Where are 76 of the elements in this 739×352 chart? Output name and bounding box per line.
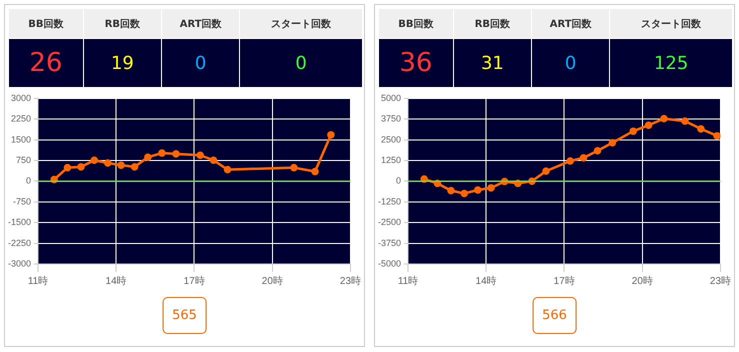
data-label: 36: [378, 38, 454, 88]
point: [580, 154, 588, 162]
text: 566: [532, 297, 577, 334]
y-tick-label: 0: [396, 176, 402, 186]
y-tick-label: 2500: [380, 134, 402, 144]
y-tick-label: 750: [16, 154, 32, 165]
point: [681, 117, 689, 125]
y-tick-label: 1250: [380, 154, 402, 165]
category-label: BB回数: [378, 8, 454, 38]
point: [474, 186, 482, 194]
category-label: RB回数: [453, 8, 532, 38]
point: [608, 139, 616, 147]
x-tick-label: 14時: [106, 274, 127, 287]
y-tick-label: -2500: [378, 217, 402, 228]
point: [487, 184, 495, 192]
y-tick-label: -1500: [8, 217, 32, 228]
x-tick-label: 14時: [476, 274, 497, 287]
x-tick-label: 11時: [398, 274, 418, 287]
data-label: 125: [610, 38, 732, 88]
x-tick-label: 23時: [340, 274, 361, 287]
x-tick-label: 17時: [554, 274, 575, 287]
category-label: ART回数: [162, 8, 240, 38]
point: [77, 163, 85, 171]
x-tick-label: 23時: [710, 274, 731, 287]
y-tick-label: 1500: [10, 134, 32, 144]
y-tick-label: -2250: [8, 238, 32, 248]
data-label: 31: [453, 38, 532, 88]
point: [311, 168, 319, 176]
point: [158, 149, 166, 157]
x-tick-label: 11時: [28, 274, 48, 287]
data-label: 0: [532, 38, 610, 88]
point: [447, 186, 455, 194]
y-tick-label: -3000: [8, 258, 32, 268]
point: [210, 156, 218, 164]
point: [130, 163, 138, 171]
point: [172, 150, 180, 158]
point: [566, 157, 574, 165]
y-tick-label: -3750: [378, 238, 402, 248]
point: [629, 127, 637, 135]
data-label: 26: [8, 38, 84, 88]
y-tick-label: 2250: [10, 114, 32, 124]
data-label: 0: [162, 38, 240, 88]
point: [196, 152, 204, 160]
point: [117, 161, 125, 169]
y-tick-label: 5000: [380, 92, 402, 103]
point: [327, 131, 335, 139]
y-tick-label: -1250: [378, 196, 402, 206]
y-tick-label: -5000: [378, 258, 402, 268]
y-tick-label: 0: [26, 176, 32, 186]
category-label: ART回数: [532, 8, 610, 38]
point: [713, 132, 720, 140]
point: [104, 159, 112, 167]
text: 565: [162, 297, 207, 334]
point: [660, 114, 668, 122]
y-tick-label: 3000: [10, 92, 32, 103]
point: [290, 164, 298, 172]
point: [144, 153, 152, 161]
x-tick-label: 17時: [184, 274, 205, 287]
point: [64, 164, 72, 172]
point: [90, 156, 98, 164]
point: [542, 167, 550, 175]
x-tick-label: 20時: [632, 274, 653, 287]
point: [644, 121, 652, 129]
data-label: 19: [83, 38, 162, 88]
y-tick-label: -750: [13, 196, 32, 206]
data-label: 0: [240, 38, 362, 88]
point: [224, 166, 232, 174]
y-tick-label: 3750: [380, 114, 402, 124]
category-label: スタート回数: [610, 8, 732, 38]
point: [460, 190, 468, 198]
point: [697, 125, 705, 133]
x-tick-label: 20時: [262, 274, 283, 287]
category-label: BB回数: [8, 8, 84, 38]
category-label: RB回数: [83, 8, 162, 38]
point: [594, 146, 602, 154]
category-label: スタート回数: [240, 8, 362, 38]
